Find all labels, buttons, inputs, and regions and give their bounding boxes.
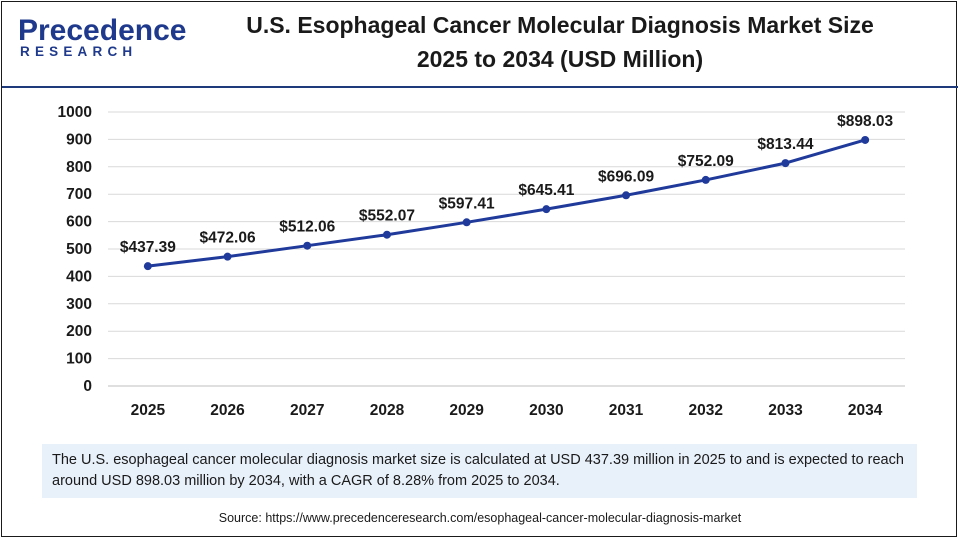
- y-tick-label: 700: [66, 186, 92, 203]
- data-point: [781, 159, 790, 168]
- x-tick-label: 2028: [370, 402, 405, 419]
- brand-logo: Precedence RESEARCH: [18, 14, 186, 74]
- y-tick-label: 600: [66, 214, 92, 231]
- header-divider: [2, 86, 958, 88]
- data-label: $472.06: [200, 230, 256, 247]
- data-point: [861, 135, 870, 144]
- x-tick-label: 2031: [609, 402, 644, 419]
- data-labels: $437.39 $472.06 $512.06 $552.07 $597.41 $645.…: [120, 113, 894, 256]
- data-point: [622, 191, 631, 200]
- data-label: $696.09: [598, 168, 654, 185]
- gridlines: [108, 111, 905, 360]
- x-tick-label: 2025: [131, 402, 166, 419]
- data-points: [143, 135, 870, 271]
- x-tick-label: 2033: [768, 402, 803, 419]
- data-label: $437.39: [120, 239, 176, 256]
- x-axis-ticks: 2025 2026 2027 2028 2029 2030 2031 2032 2033 2034: [131, 402, 883, 419]
- x-tick-label: 2034: [848, 402, 883, 419]
- header: Precedence RESEARCH U.S. Esophageal Canc…: [0, 0, 960, 86]
- data-point: [542, 205, 551, 214]
- data-label: $512.06: [279, 219, 335, 236]
- brand-name: Precedence: [18, 14, 187, 47]
- data-point: [462, 218, 471, 227]
- series-line: [147, 138, 866, 268]
- data-point: [223, 252, 232, 261]
- y-tick-label: 1000: [58, 104, 92, 121]
- data-point: [303, 241, 312, 250]
- y-tick-label: 300: [66, 296, 92, 313]
- brand-subtitle: RESEARCH: [20, 44, 138, 59]
- y-tick-label: 900: [66, 131, 92, 148]
- chart-title: U.S. Esophageal Cancer Molecular Diagnos…: [180, 8, 940, 76]
- x-tick-label: 2026: [210, 402, 245, 419]
- summary-note: The U.S. esophageal cancer molecular dia…: [42, 444, 917, 498]
- x-tick-label: 2030: [529, 402, 563, 419]
- x-tick-label: 2032: [689, 402, 723, 419]
- y-tick-label: 100: [66, 351, 92, 368]
- data-label: $552.07: [359, 208, 415, 225]
- data-label: $898.03: [837, 113, 893, 130]
- data-label: $645.41: [518, 182, 574, 199]
- data-point: [701, 175, 710, 184]
- x-tick-label: 2029: [449, 402, 484, 419]
- chart-title-line2: 2025 to 2034 (USD Million): [416, 46, 704, 72]
- y-axis-ticks: 0 100 200 300 400 500 600 700 800 900 1000: [58, 104, 92, 395]
- x-tick-label: 2027: [290, 402, 324, 419]
- y-tick-label: 800: [66, 159, 92, 176]
- y-tick-label: 200: [66, 323, 92, 340]
- y-tick-label: 0: [83, 378, 92, 395]
- data-label: $752.09: [678, 153, 734, 170]
- y-tick-label: 500: [66, 241, 92, 258]
- y-tick-label: 400: [66, 268, 92, 285]
- data-label: $597.41: [439, 195, 495, 212]
- data-point: [382, 230, 391, 239]
- source-link[interactable]: Source: https://www.precedenceresearch.c…: [218, 511, 742, 525]
- chart-title-line1: U.S. Esophageal Cancer Molecular Diagnos…: [246, 12, 874, 38]
- data-point: [143, 262, 152, 271]
- data-label: $813.44: [757, 136, 813, 153]
